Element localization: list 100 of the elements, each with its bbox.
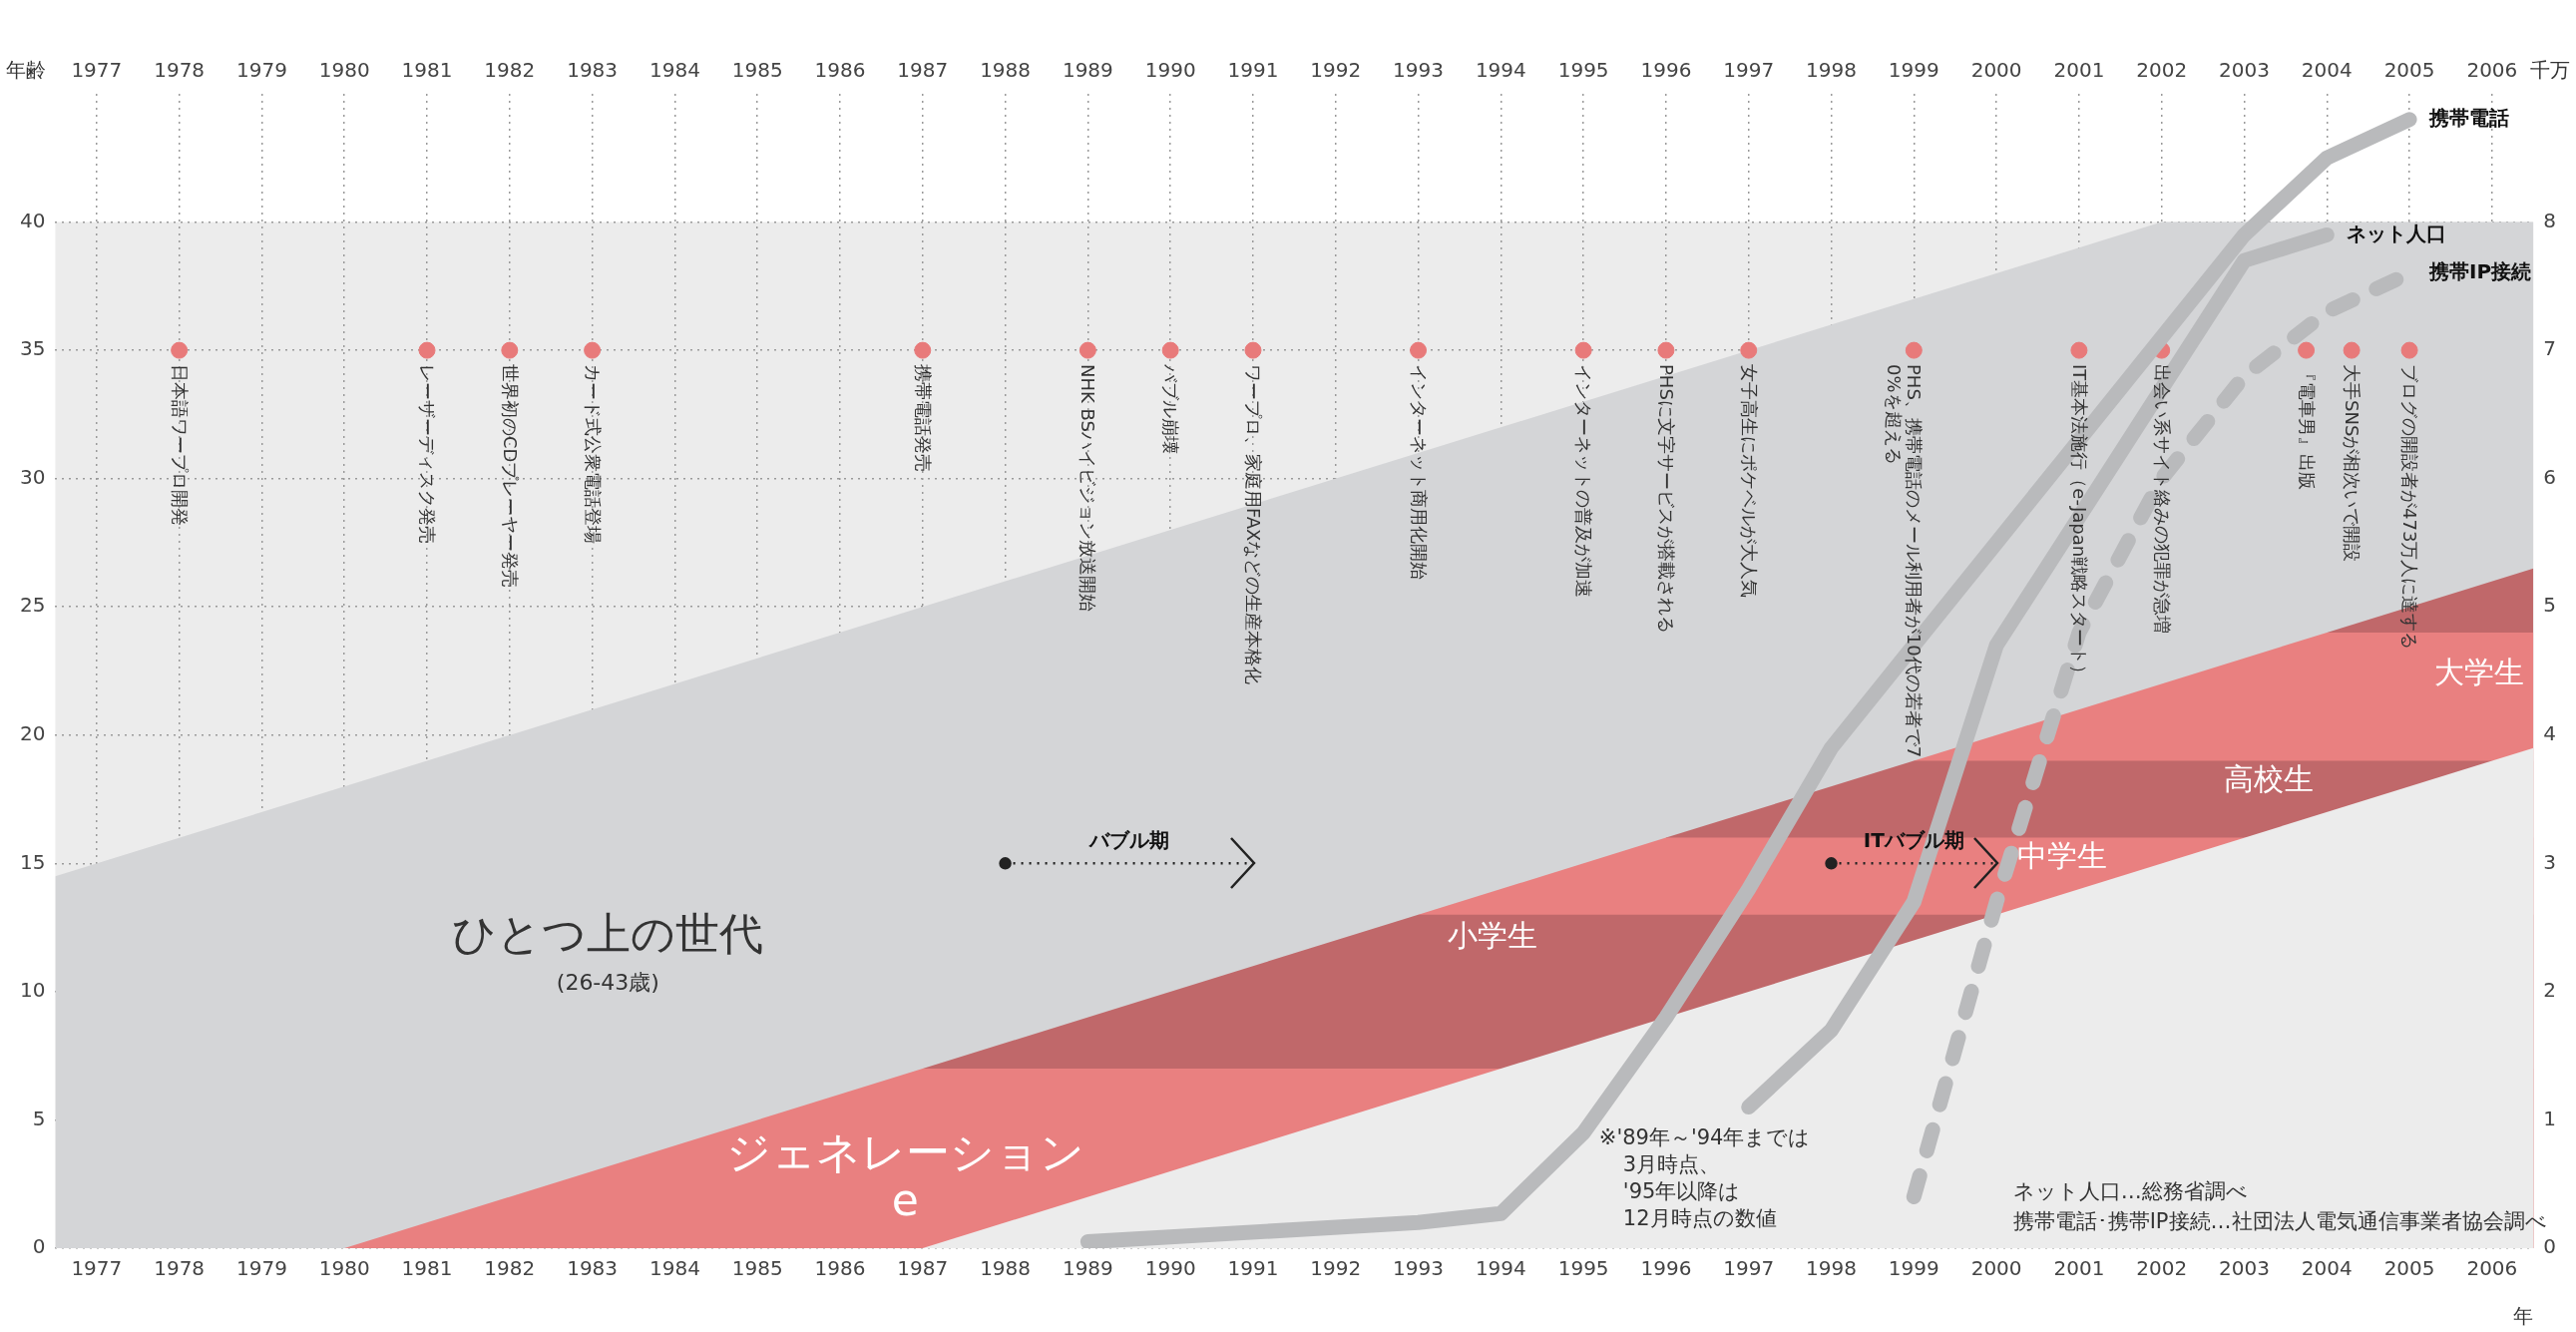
y2-tick-label: 0: [2543, 1234, 2557, 1259]
annotation: ジェネレーション: [725, 1125, 1084, 1177]
series-label: ネット人口: [2347, 221, 2447, 245]
x2-tick-label: 2003: [2219, 58, 2270, 83]
annotation: 女子高生にポケベルが大人気: [1738, 364, 1760, 599]
x-tick-label: 1994: [1475, 1256, 1526, 1281]
x2-tick-label: 1980: [318, 58, 370, 83]
y2-tick-label: 3: [2543, 849, 2557, 874]
y2-tick-label: 6: [2543, 464, 2557, 489]
x2-tick-label: 1988: [980, 58, 1032, 83]
x-tick-label: 1990: [1144, 1256, 1196, 1281]
x-tick-label: 1984: [648, 1256, 700, 1281]
x-tick-label: 1999: [1888, 1256, 1939, 1281]
x-tick-label: 2005: [2383, 1256, 2435, 1281]
annotation: e: [891, 1174, 919, 1226]
x2-tick-label: 1990: [1144, 58, 1196, 83]
x-tick-label: 2004: [2301, 1256, 2353, 1281]
x2-tick-label: 2001: [2053, 58, 2105, 83]
annotation: (26-43歳): [556, 969, 659, 995]
series-label: ITバブル期: [1863, 827, 1964, 852]
x-tick-label: 1993: [1393, 1256, 1445, 1281]
annotation: 『電車男』出版: [2296, 364, 2318, 491]
x2-tick-label: 1984: [648, 58, 700, 83]
x2-tick-label: 2000: [1970, 58, 2022, 83]
x-tick-label: 1997: [1723, 1256, 1775, 1281]
x-tick-label: 1988: [980, 1256, 1032, 1281]
x2-tick-label: 1986: [814, 58, 866, 83]
x-tick-label: 1981: [401, 1256, 453, 1281]
x-tick-label: 2003: [2219, 1256, 2270, 1281]
x-tick-label: 1979: [235, 1256, 287, 1281]
annotation: 中学生: [2017, 837, 2108, 873]
x2-tick-label: 1993: [1393, 58, 1445, 83]
x2-tick-label: 1998: [1806, 58, 1857, 83]
x-tick-label: 2001: [2053, 1256, 2105, 1281]
x-tick-label: 1983: [567, 1256, 619, 1281]
annotation: NHK BSハイビジョン放送開始: [1077, 364, 1099, 613]
annotation: 大手SNSが相次いで開設: [2342, 364, 2363, 563]
annotation: レーザーディスク発売: [417, 364, 439, 545]
y-tick-label: 20: [20, 720, 46, 745]
annotation: ネット人口…総務省調べ: [2012, 1178, 2248, 1203]
x-tick-label: 2002: [2136, 1256, 2188, 1281]
annotation: IT基本法施行（e-Japan戦略スタート）: [2068, 364, 2090, 683]
x-tick-label: 1977: [71, 1256, 123, 1281]
y-axis-title: 年齢: [6, 58, 46, 83]
x2-tick-label: 2004: [2301, 58, 2353, 83]
annotation: 小学生: [1448, 917, 1538, 953]
y2-tick-label: 1: [2543, 1106, 2557, 1130]
y2-tick-label: 4: [2543, 720, 2557, 745]
annotation: PHS、携帯電話のメール利用者が10代の若者で70%を超える: [1884, 364, 1926, 760]
y-tick-label: 40: [20, 208, 46, 232]
y-tick-label: 25: [20, 593, 46, 618]
y-tick-label: 30: [20, 464, 46, 489]
y-tick-label: 35: [20, 336, 46, 361]
annotation: 出会い系サイト絡みの犯罪が急増: [2151, 364, 2173, 635]
x-tick-label: 1995: [1557, 1256, 1609, 1281]
x2-tick-label: 1996: [1640, 58, 1692, 83]
annotation: ひとつ上の世代: [452, 908, 764, 960]
x2-tick-label: 2002: [2136, 58, 2188, 83]
y2-tick-label: 5: [2543, 593, 2557, 618]
x-tick-label: 1987: [897, 1256, 949, 1281]
annotation: 世界初のCDプレーヤー発売: [499, 364, 521, 589]
x-tick-label: 1991: [1227, 1256, 1279, 1281]
x2-tick-label: 1977: [71, 58, 123, 83]
x-tick-label: 1980: [318, 1256, 370, 1281]
series-label: 携帯電話: [2428, 105, 2510, 130]
y2-tick-label: 2: [2543, 978, 2557, 1003]
y-tick-label: 15: [20, 849, 46, 874]
y2-axis-title: 千万: [2530, 58, 2570, 83]
x2-tick-label: 1992: [1310, 58, 1362, 83]
x-tick-label: 2006: [2466, 1256, 2518, 1281]
y2-tick-label: 7: [2543, 336, 2557, 361]
x-tick-label: 1985: [731, 1256, 783, 1281]
x2-tick-label: 1978: [154, 58, 206, 83]
x-tick-label: 1998: [1806, 1256, 1857, 1281]
series-label: バブル期: [1087, 827, 1169, 852]
y-tick-label: 5: [32, 1106, 46, 1130]
x2-tick-label: 1989: [1062, 58, 1113, 83]
x-tick-label: 1992: [1310, 1256, 1362, 1281]
annotation: 携帯電話･携帯IP接続…社団法人電気通信事業者協会調べ: [2012, 1209, 2547, 1233]
x2-tick-label: 1987: [897, 58, 949, 83]
annotation: PHSに文字サービスが搭載される: [1655, 364, 1677, 634]
series-label: 携帯IP接続: [2428, 259, 2532, 284]
annotation: ※'89年～'94年までは 3月時点、 '95年以降は 12月時点の数値: [1598, 1124, 1811, 1231]
y2-tick-label: 8: [2543, 208, 2557, 232]
x-tick-label: 2000: [1970, 1256, 2022, 1281]
x-tick-label: 1982: [484, 1256, 536, 1281]
x2-tick-label: 1995: [1557, 58, 1609, 83]
annotation: ブログの開設者が473万人に達する: [2399, 364, 2421, 651]
x2-tick-label: 1999: [1888, 58, 1939, 83]
x2-tick-label: 2006: [2466, 58, 2518, 83]
x-tick-label: 1978: [154, 1256, 206, 1281]
x2-tick-label: 1991: [1227, 58, 1279, 83]
x2-tick-label: 1982: [484, 58, 536, 83]
x-tick-label: 1996: [1640, 1256, 1692, 1281]
annotation: 高校生: [2223, 761, 2314, 797]
y-tick-label: 0: [32, 1234, 46, 1259]
x2-tick-label: 2005: [2383, 58, 2435, 83]
annotation: バブル崩壊: [1160, 364, 1182, 455]
x2-tick-label: 1994: [1475, 58, 1526, 83]
y-tick-label: 10: [20, 978, 46, 1003]
